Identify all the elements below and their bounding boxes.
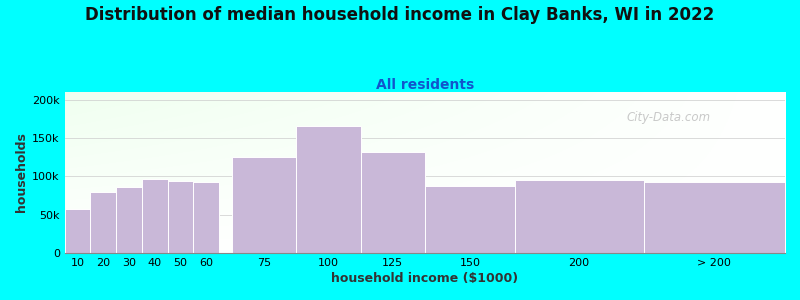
Bar [296,127,361,253]
Text: Distribution of median household income in Clay Banks, WI in 2022: Distribution of median household income … [86,6,714,24]
Title: All residents: All residents [376,78,474,92]
Y-axis label: households: households [15,133,28,212]
Bar [425,186,515,253]
Bar [167,181,194,253]
Bar [142,178,167,253]
Bar [643,182,785,253]
Bar [90,192,116,253]
Bar [232,157,296,253]
Bar [194,182,219,253]
X-axis label: household income ($1000): household income ($1000) [331,272,518,285]
Bar [116,187,142,253]
Text: City-Data.com: City-Data.com [626,111,710,124]
Bar [65,208,90,253]
Bar [361,152,425,253]
Bar [515,180,643,253]
